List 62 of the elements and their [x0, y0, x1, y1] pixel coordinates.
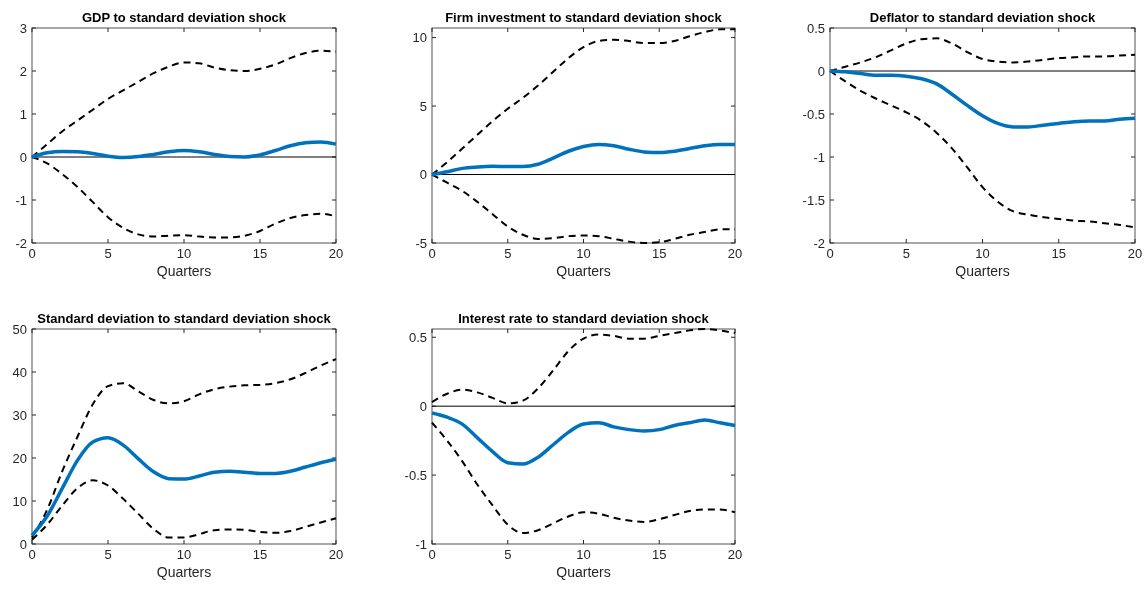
y-tick-label: 0.5 — [806, 20, 825, 36]
line-series — [431, 421, 736, 534]
y-tick-label: -0.5 — [802, 106, 825, 122]
y-tick-label: 0 — [419, 398, 427, 414]
y-tick-label: 50 — [12, 321, 27, 337]
x-tick-label: 15 — [652, 547, 667, 562]
y-tick-label: 0.5 — [408, 329, 427, 345]
y-tick-label: 40 — [12, 364, 27, 380]
y-tick-label: 5 — [419, 98, 427, 114]
x-tick-label: 10 — [176, 547, 192, 562]
x-tick-label: 20 — [328, 547, 344, 562]
x-tick-label: 20 — [727, 246, 743, 261]
line-series — [431, 328, 736, 405]
x-tick-label: 5 — [902, 246, 910, 261]
x-tick-label: 5 — [504, 246, 512, 261]
y-tick-label: -2 — [15, 235, 27, 251]
y-tick-label: -1 — [813, 149, 825, 165]
x-axis-title: Quarters — [156, 564, 212, 580]
y-tick-label: -1 — [15, 192, 27, 208]
chart-title: GDP to standard deviation shock — [81, 10, 287, 25]
y-tick-label: 2 — [19, 63, 27, 79]
chart-title: Standard deviation to standard deviation shock — [37, 311, 332, 326]
line-series — [430, 411, 737, 466]
line-series — [30, 140, 338, 160]
y-tick-label: 20 — [12, 450, 27, 466]
line-series — [430, 142, 737, 177]
y-tick-label: 10 — [412, 30, 427, 46]
y-tick-label: 1 — [19, 106, 27, 122]
y-tick-label: 0 — [19, 536, 27, 552]
x-tick-label: 15 — [652, 246, 667, 261]
x-tick-label: 20 — [727, 547, 743, 562]
chart-title: Firm investment to standard deviation shock — [445, 10, 723, 25]
x-axis-title: Quarters — [556, 564, 611, 580]
x-tick-label: 10 — [176, 246, 192, 261]
x-tick-label: 10 — [975, 246, 990, 261]
x-tick-label: 20 — [1127, 246, 1143, 261]
x-tick-label: 20 — [328, 246, 344, 261]
y-tick-label: 0 — [817, 63, 825, 79]
line-series — [828, 69, 1137, 129]
x-axis-title: Quarters — [556, 263, 611, 279]
y-tick-label: -1 — [415, 536, 427, 552]
x-tick-label: 15 — [252, 547, 268, 562]
y-tick-label: 30 — [12, 407, 27, 423]
x-tick-label: 5 — [104, 246, 112, 261]
x-tick-label: 15 — [252, 246, 268, 261]
y-tick-label: 0 — [419, 167, 427, 183]
y-tick-label: -5 — [415, 235, 427, 251]
x-tick-label: 15 — [1051, 246, 1066, 261]
x-axis-title: Quarters — [156, 263, 212, 279]
x-tick-label: 5 — [504, 547, 512, 562]
x-axis-title: Quarters — [955, 263, 1010, 279]
y-tick-label: 3 — [19, 20, 27, 36]
x-tick-label: 5 — [104, 547, 112, 562]
y-tick-label: -0.5 — [404, 467, 427, 483]
y-tick-label: 10 — [12, 493, 27, 509]
chart-title: Deflator to standard deviation shock — [869, 10, 1096, 25]
y-tick-label: -1.5 — [802, 192, 825, 208]
y-tick-label: -2 — [813, 235, 825, 251]
x-tick-label: 10 — [576, 547, 591, 562]
x-tick-label: 10 — [576, 246, 591, 261]
y-tick-label: 0 — [19, 149, 27, 165]
chart-title: Interest rate to standard deviation shock — [458, 311, 710, 326]
